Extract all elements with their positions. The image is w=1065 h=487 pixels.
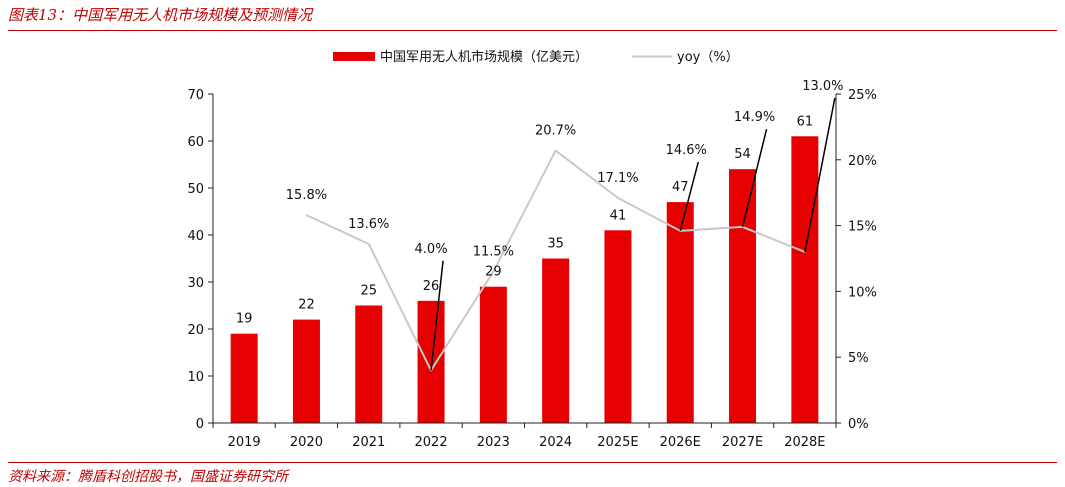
x-axis: 2019 2020 2021 2022 2023 2024 2025E 2026E 2027E 2… (212, 422, 837, 450)
bar-value-label: 54 (734, 147, 751, 162)
right-tick-label: 25% (848, 88, 877, 103)
x-tick-label: 2027E (722, 435, 763, 450)
label-leader-line (741, 129, 768, 228)
yoy-value-label: 14.9% (734, 110, 775, 125)
bar-value-label: 26 (423, 279, 440, 294)
yoy-value-label: 20.7% (535, 124, 576, 139)
bar-value-label: 61 (797, 114, 814, 129)
chart-legend: 中国军用无人机市场规模（亿美元） yoy（%） (333, 49, 739, 65)
left-tick-label: 50 (187, 182, 204, 197)
yoy-value-label: 14.6% (666, 143, 707, 158)
x-tick-label: 2023 (477, 435, 510, 450)
legend-label-bar: 中国军用无人机市场规模（亿美元） (380, 49, 588, 65)
label-leader-lines (430, 97, 836, 371)
legend-swatch-bar (333, 52, 375, 61)
left-tick-label: 60 (187, 135, 204, 150)
bar-value-label: 22 (298, 298, 315, 313)
left-tick-label: 10 (187, 370, 204, 385)
x-tick-label: 2026E (660, 435, 701, 450)
yoy-point (367, 243, 370, 245)
market-size-chart: 中国军用无人机市场规模（亿美元） yoy（%） 0 10 20 30 40 50 60 70 0… (187, 49, 877, 450)
x-tick-label: 2020 (290, 435, 323, 450)
x-tick-label: 2024 (539, 435, 572, 450)
top-divider (8, 30, 1057, 31)
right-tick-label: 20% (848, 154, 877, 169)
bar (729, 169, 757, 423)
left-tick-label: 40 (187, 229, 204, 244)
yoy-value-label: 11.5% (473, 245, 514, 260)
bar-value-label: 41 (610, 208, 627, 223)
right-axis: 0% 5% 10% 15% 20% 25% (835, 88, 877, 432)
bar-data-labels: 19 22 25 26 29 35 41 47 54 61 (236, 114, 813, 326)
yoy-value-label: 13.6% (348, 217, 389, 232)
yoy-data-labels: 15.8% 13.6% 4.0% 11.5% 20.7% 17.1% 14.6% 14.9% 1… (286, 79, 844, 260)
bar (791, 136, 819, 424)
right-tick-label: 5% (848, 351, 869, 366)
x-tick-label: 2021 (352, 435, 385, 450)
x-tick-label: 2022 (415, 435, 448, 450)
bar (355, 305, 383, 423)
bar-value-label: 47 (672, 180, 689, 195)
bar (230, 333, 258, 423)
yoy-point (554, 149, 557, 152)
legend-label-line: yoy（%） (677, 50, 739, 65)
bottom-divider (8, 462, 1057, 463)
bar (292, 319, 320, 423)
right-tick-label: 0% (848, 417, 869, 432)
label-leader-line (804, 97, 836, 253)
bar (604, 230, 632, 423)
yoy-value-label: 15.8% (286, 188, 327, 203)
yoy-point (492, 270, 495, 273)
left-tick-label: 30 (187, 276, 204, 291)
source-note: 资料来源：腾盾科创招股书，国盛证券研究所 (8, 469, 288, 485)
bar (542, 258, 570, 423)
yoy-point (617, 197, 619, 199)
bar (666, 202, 694, 423)
x-tick-label: 2019 (228, 435, 261, 450)
right-tick-label: 15% (848, 220, 877, 235)
label-leader-line (430, 260, 444, 371)
x-tick-label: 2025E (597, 435, 638, 450)
bar-series (230, 136, 819, 424)
left-tick-label: 20 (187, 323, 204, 338)
bar (479, 286, 507, 423)
bar-value-label: 29 (485, 265, 502, 280)
left-axis: 0 10 20 30 40 50 60 70 (187, 88, 214, 432)
x-tick-label: 2028E (784, 435, 825, 450)
yoy-value-label: 17.1% (597, 171, 638, 186)
bar-value-label: 35 (547, 237, 564, 252)
left-tick-label: 70 (187, 88, 204, 103)
yoy-point (305, 214, 308, 216)
bar-value-label: 25 (360, 284, 377, 299)
yoy-value-label: 4.0% (415, 242, 448, 257)
yoy-value-label: 13.0% (802, 79, 843, 94)
bar (417, 300, 445, 423)
figure-title: 图表13：中国军用无人机市场规模及预测情况 (8, 6, 313, 24)
label-leader-line (679, 161, 699, 232)
bar-value-label: 19 (236, 312, 253, 327)
left-tick-label: 0 (196, 417, 204, 432)
right-tick-label: 10% (848, 285, 877, 300)
